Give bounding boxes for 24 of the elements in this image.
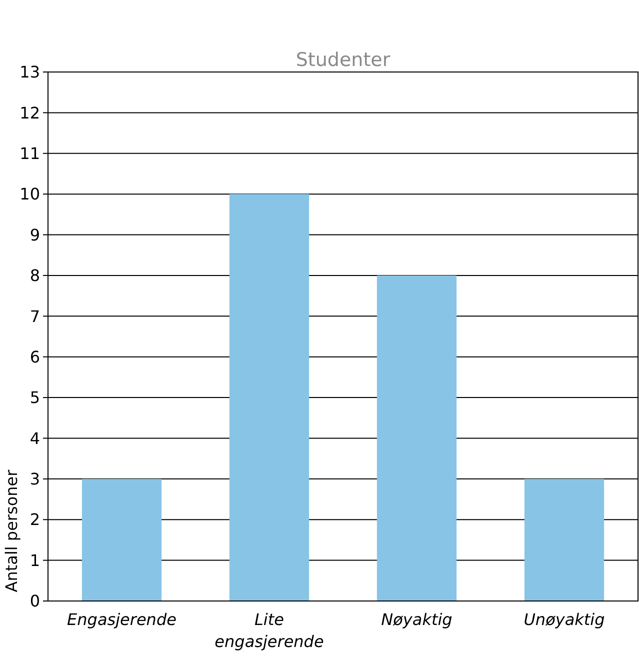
y-tick-label: 4 [30,428,40,448]
y-axis-title: Antall personer [2,469,21,592]
y-tick-label: 9 [30,225,40,244]
bar [524,478,604,601]
x-tick-label: Unøyaktig [524,610,605,629]
x-tick-label: Lite engasjerende [214,610,324,651]
chart-title: Studenter [296,49,390,71]
y-tick-label: 6 [30,347,40,366]
x-tick-label: Nøyaktig [381,610,452,629]
y-tick-label: 11 [20,144,40,163]
y-tick-label: 1 [30,550,40,570]
y-tick-label: 13 [20,62,40,82]
y-tick-label: 8 [30,266,40,286]
x-tick-label: Engasjerende [67,610,177,629]
y-tick-label: 12 [20,103,40,122]
bar [82,478,162,601]
y-tick-label: 2 [30,510,40,530]
y-tick-label: 3 [30,470,40,489]
bar [229,194,310,601]
y-tick-label: 5 [30,388,40,408]
y-tick-label: 7 [30,306,40,326]
bar [376,275,457,601]
y-tick-label: 0 [30,592,40,611]
y-tick-label: 10 [20,184,40,204]
